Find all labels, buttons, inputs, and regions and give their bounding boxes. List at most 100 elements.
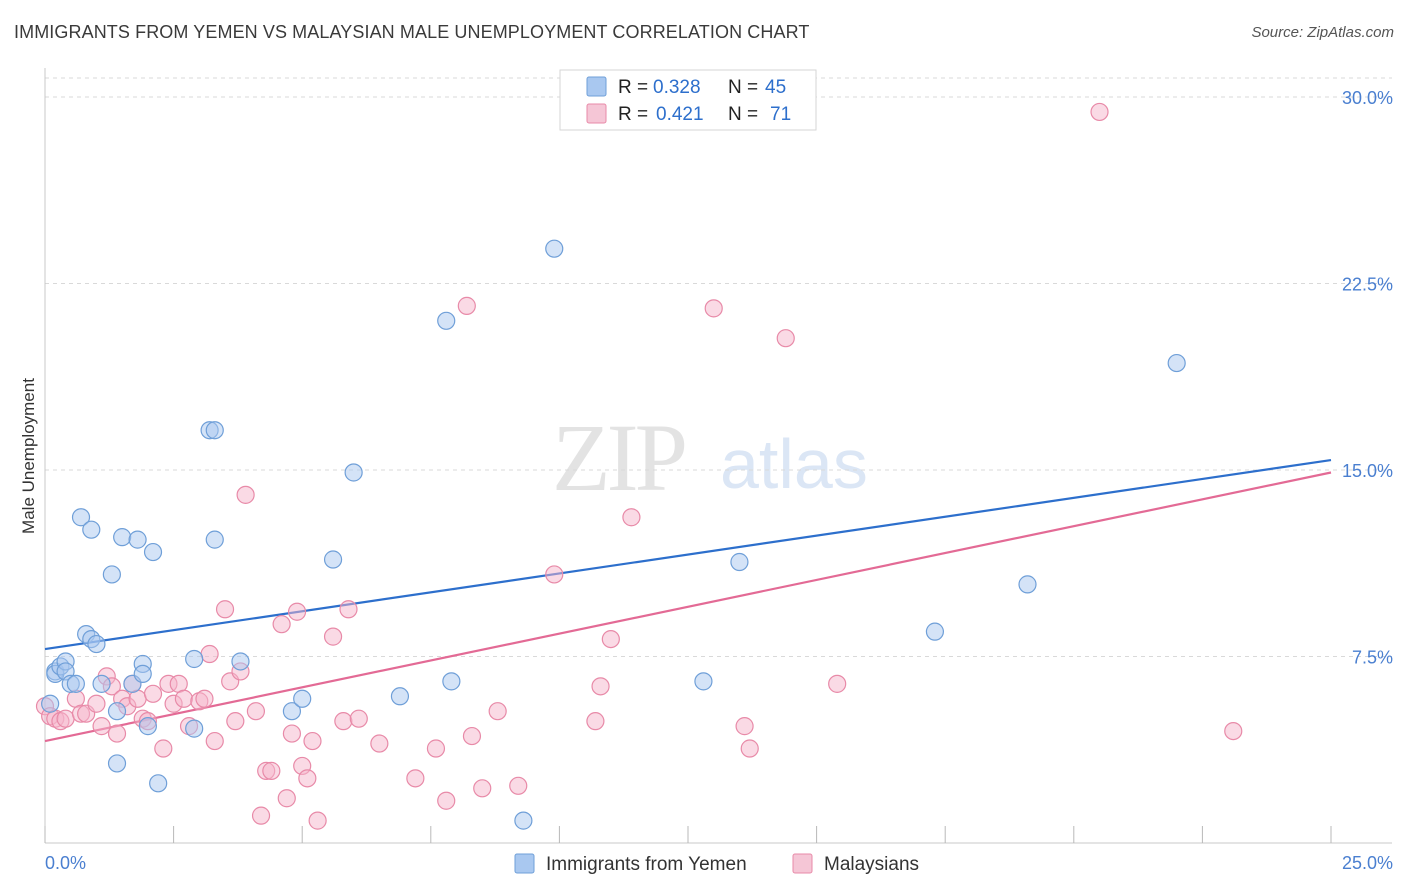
malaysian-point xyxy=(437,791,456,810)
malaysian-point xyxy=(154,739,173,758)
malaysian-point xyxy=(704,299,723,318)
malaysian-point xyxy=(339,600,358,619)
malaysian-point xyxy=(195,689,214,708)
malaysian-point xyxy=(735,717,754,736)
malaysian-point xyxy=(282,724,302,743)
malaysian-point xyxy=(601,629,620,649)
yemen-point xyxy=(41,694,60,713)
grid-lines xyxy=(45,77,1392,657)
x-tick-label: 0.0% xyxy=(45,853,86,873)
yemen-point xyxy=(66,674,85,693)
malaysian-point xyxy=(457,296,476,315)
yemen-point xyxy=(133,664,152,684)
legend-r-label-1: R = xyxy=(618,77,653,98)
yemen-point xyxy=(205,530,224,549)
legend-stats: R = 0.328 N = 45 R = 0.421 N = 71 xyxy=(559,69,817,131)
malaysian-point xyxy=(298,769,317,788)
trend-lines xyxy=(44,458,1332,743)
malaysian-point xyxy=(370,734,389,753)
legend-n-label-2: N = xyxy=(728,104,763,125)
malaysian-point xyxy=(591,677,610,696)
yemen-point xyxy=(143,542,163,562)
yemen-trend-line xyxy=(44,458,1332,651)
malaysian-point xyxy=(740,739,759,758)
malaysian-point xyxy=(473,779,492,798)
legend-r-value-2: 0.421 xyxy=(656,104,704,125)
y-tick-label: 30.0% xyxy=(1342,88,1393,108)
yemen-point xyxy=(113,528,132,547)
malaysian-point xyxy=(334,712,353,731)
malaysian-point xyxy=(87,694,106,713)
yemen-point xyxy=(344,463,363,482)
data-points xyxy=(35,102,1243,830)
y-axis-label: Male Unemployment xyxy=(19,378,38,534)
malaysian-point xyxy=(143,684,163,703)
yemen-point xyxy=(545,239,564,258)
malaysian-point xyxy=(426,739,446,758)
malaysian-point xyxy=(488,702,507,721)
malaysian-point xyxy=(92,717,111,736)
malaysian-point xyxy=(277,789,296,808)
malaysian-point xyxy=(828,674,847,693)
malaysian-point xyxy=(56,709,75,728)
malaysian-point xyxy=(272,615,291,634)
yemen-point xyxy=(730,552,749,572)
malaysian-point xyxy=(349,709,368,728)
yemen-point xyxy=(293,689,312,708)
malaysian-point xyxy=(251,806,271,825)
yemen-point xyxy=(185,719,204,738)
yemen-point xyxy=(231,652,250,671)
yemen-point xyxy=(107,754,127,773)
chart-source: Source: ZipAtlas.com xyxy=(1251,24,1394,41)
watermark-atlas: atlas xyxy=(720,425,868,503)
y-tick-label: 22.5% xyxy=(1342,275,1393,295)
y-tick-label: 7.5% xyxy=(1352,648,1393,668)
legend-n-value-1: 45 xyxy=(765,77,786,98)
malaysian-point xyxy=(462,726,482,746)
malaysian-point xyxy=(406,769,425,788)
yemen-point xyxy=(442,672,461,691)
yemen-point xyxy=(92,674,111,693)
yemen-point xyxy=(1167,353,1186,373)
legend-swatch-blue xyxy=(586,76,607,97)
malaysian-point xyxy=(1224,721,1243,741)
yemen-point xyxy=(282,702,302,721)
legend-n-label-1: N = xyxy=(728,77,763,98)
yemen-point xyxy=(107,702,127,721)
malaysian-point xyxy=(174,689,193,708)
chart-title: IMMIGRANTS FROM YEMEN VS MALAYSIAN MALE … xyxy=(14,22,810,42)
malaysian-trend-line xyxy=(44,471,1332,743)
malaysian-point xyxy=(226,712,245,731)
yemen-point xyxy=(87,634,106,654)
malaysian-point xyxy=(107,724,127,743)
yemen-point xyxy=(925,622,945,641)
yemen-point xyxy=(138,717,157,736)
yemen-point xyxy=(390,687,410,706)
legend-bottom-swatch-pink xyxy=(792,853,813,874)
yemen-point xyxy=(514,811,533,830)
malaysian-point xyxy=(200,644,219,664)
yemen-point xyxy=(205,421,224,440)
malaysian-point xyxy=(509,776,528,795)
malaysian-point xyxy=(246,702,266,721)
legend-series: Immigrants from Yemen Malaysians xyxy=(514,853,919,875)
malaysian-point xyxy=(262,761,281,780)
malaysian-point xyxy=(205,731,224,751)
malaysian-point xyxy=(622,508,641,527)
legend-n-value-2: 71 xyxy=(770,104,791,125)
malaysian-point xyxy=(545,565,564,584)
tick-labels: 7.5% 15.0% 22.5% 30.0% 0.0% 25.0% xyxy=(45,88,1393,873)
legend-r-value-1: 0.328 xyxy=(653,77,701,98)
malaysian-point xyxy=(215,600,235,619)
malaysian-point xyxy=(586,712,605,731)
legend-swatch-pink xyxy=(586,103,607,124)
yemen-point xyxy=(323,550,343,569)
yemen-point xyxy=(185,649,204,669)
legend-r-label-2: R = xyxy=(618,104,653,125)
malaysian-point xyxy=(776,329,795,348)
malaysian-point xyxy=(323,627,343,646)
yemen-point xyxy=(149,774,168,793)
axes xyxy=(44,68,1392,844)
y-tick-label: 15.0% xyxy=(1342,461,1393,481)
